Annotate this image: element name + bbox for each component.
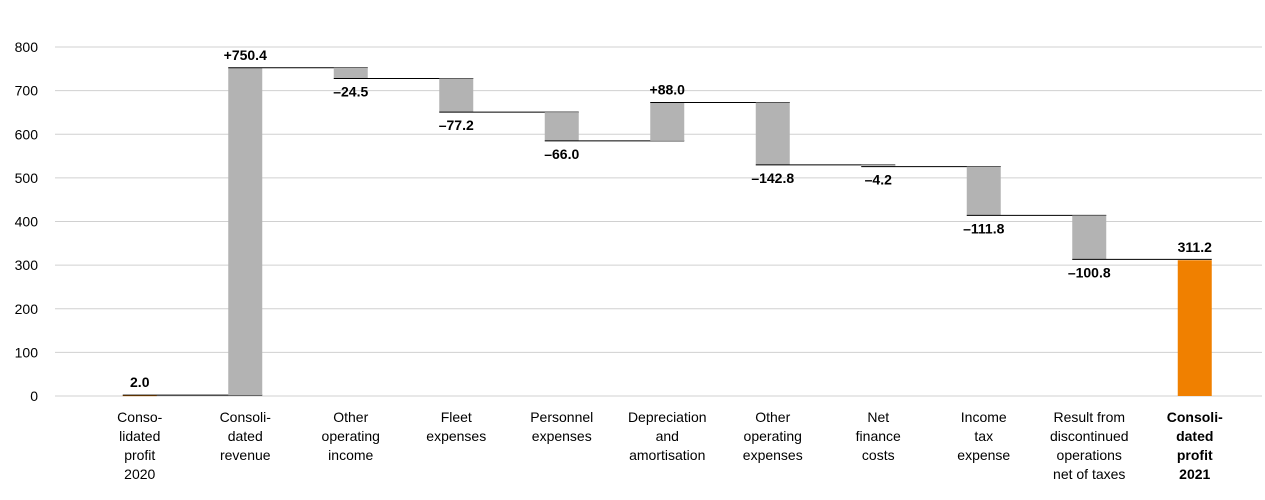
value-label: –142.8 <box>751 170 794 186</box>
x-tick-line: Other <box>333 409 368 425</box>
x-tick-line: Conso- <box>117 409 162 425</box>
x-tick-label: Personnel expenses <box>530 409 593 444</box>
bar <box>544 112 579 141</box>
x-tick-line: expenses <box>426 428 486 444</box>
x-tick-line: amortisation <box>629 447 705 463</box>
value-label: –77.2 <box>439 117 474 133</box>
value-label: 2.0 <box>130 374 150 390</box>
x-tick-line: costs <box>862 447 895 463</box>
y-tick-label: 200 <box>15 301 39 317</box>
value-label: +88.0 <box>650 82 686 98</box>
x-tick-line: income <box>328 447 373 463</box>
bar <box>333 67 368 79</box>
y-tick-label: 500 <box>15 170 39 186</box>
value-label: –100.8 <box>1068 264 1111 280</box>
y-tick-label: 100 <box>15 344 39 360</box>
x-tick-line: Depreciation <box>628 409 707 425</box>
x-tick-line: lidated <box>119 428 160 444</box>
x-tick-label: Income tax expense <box>957 409 1010 463</box>
x-tick-line: Fleet <box>441 409 472 425</box>
x-tick-line: expense <box>957 447 1010 463</box>
y-tick-label: 400 <box>15 214 39 230</box>
x-tick-line: Consoli- <box>1167 409 1223 425</box>
x-tick-line: Consoli- <box>220 409 272 425</box>
bar <box>861 164 896 167</box>
x-tick-line: operating <box>322 428 380 444</box>
x-tick-label: Fleet expenses <box>426 409 486 444</box>
bar <box>650 102 685 141</box>
value-label: –4.2 <box>865 172 892 188</box>
x-tick-line: 2020 <box>124 466 155 482</box>
x-tick-line: profit <box>124 447 155 463</box>
x-tick-label: Result from discontinued operations net of … <box>1050 409 1129 482</box>
x-tick-line: net of taxes <box>1053 466 1125 482</box>
x-tick-line: revenue <box>220 447 271 463</box>
x-tick-line: Personnel <box>530 409 593 425</box>
y-tick-label: 600 <box>15 126 39 142</box>
value-label: –111.8 <box>963 220 1004 236</box>
x-tick-label: Consoli-dated profit 2021 <box>1167 409 1223 482</box>
value-label: +750.4 <box>224 47 267 63</box>
x-tick-line: expenses <box>743 447 803 463</box>
bar <box>228 67 263 396</box>
y-tick-label: 800 <box>15 39 39 55</box>
x-tick-line: finance <box>856 428 901 444</box>
bar <box>1072 215 1107 260</box>
value-label: 311.2 <box>1178 239 1212 255</box>
bar <box>1177 260 1212 396</box>
bar <box>755 102 790 165</box>
x-tick-label: Other operating income <box>322 409 380 463</box>
x-tick-line: discontinued <box>1050 428 1129 444</box>
x-tick-line: operating <box>744 428 802 444</box>
x-tick-line: operations <box>1057 447 1122 463</box>
bar <box>439 78 474 113</box>
bar <box>966 166 1001 216</box>
x-tick-line: Result from <box>1053 409 1125 425</box>
x-tick-line: Other <box>755 409 790 425</box>
y-tick-label: 300 <box>15 257 39 273</box>
y-tick-label: 0 <box>30 388 38 404</box>
x-tick-line: expenses <box>532 428 592 444</box>
x-tick-label: Consoli-dated revenue <box>220 409 272 463</box>
value-label: –24.5 <box>333 83 368 99</box>
x-tick-line: Net <box>867 409 889 425</box>
x-tick-line: Income <box>961 409 1007 425</box>
x-tick-line: and <box>656 428 679 444</box>
x-tick-line: tax <box>974 428 993 444</box>
x-tick-line: dated <box>228 428 263 444</box>
x-tick-label: Conso-lidated profit 2020 <box>117 409 162 482</box>
x-tick-label: Net finance costs <box>856 409 901 463</box>
x-tick-label: Other operating expenses <box>743 409 803 463</box>
x-tick-line: profit <box>1177 447 1213 463</box>
value-label: –66.0 <box>544 146 579 162</box>
x-tick-line: dated <box>1176 428 1213 444</box>
x-tick-label: Depreciation and amortisation <box>628 409 707 463</box>
x-tick-line: 2021 <box>1179 466 1210 482</box>
y-tick-label: 700 <box>15 83 39 99</box>
